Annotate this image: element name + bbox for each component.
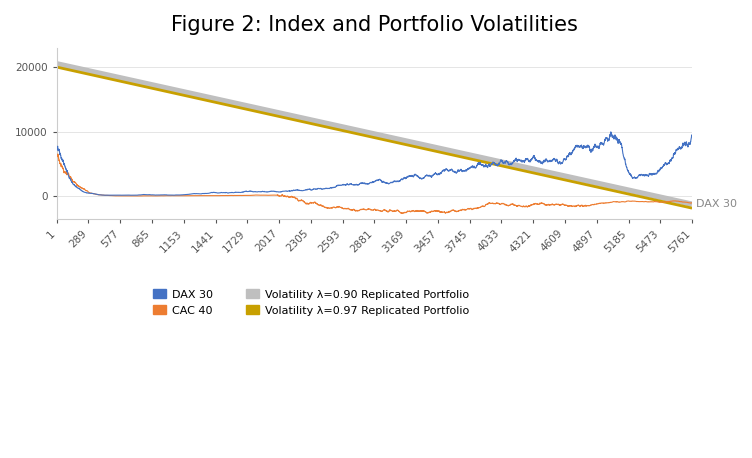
Title: Figure 2: Index and Portfolio Volatilities: Figure 2: Index and Portfolio Volatiliti… [171,15,578,35]
Legend: DAX 30, CAC 40, Volatility λ=0.90 Replicated Portfolio, Volatility λ=0.97 Replic: DAX 30, CAC 40, Volatility λ=0.90 Replic… [148,285,474,320]
Text: DAX 30: DAX 30 [696,199,738,209]
